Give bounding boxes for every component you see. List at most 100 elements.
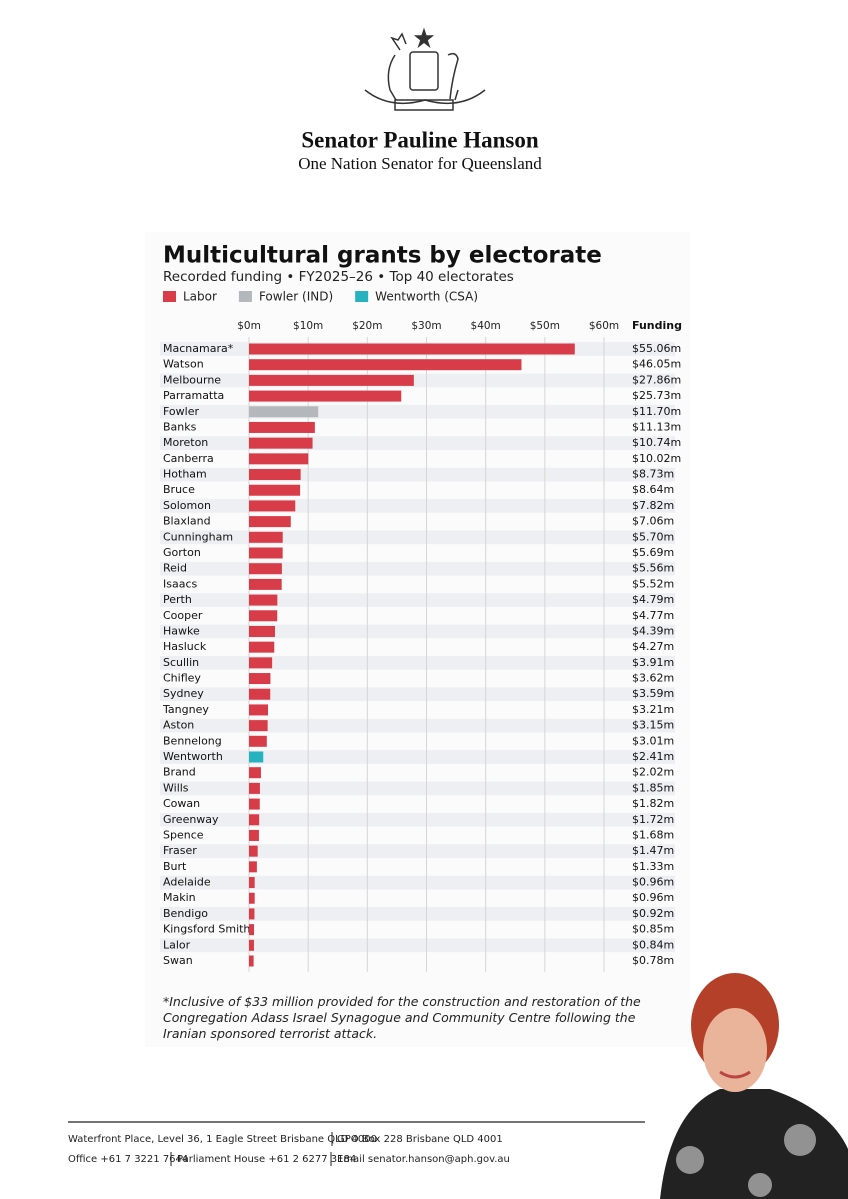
bar [249,610,278,622]
value-label: $4.79m [632,593,674,606]
category-label: Sydney [163,687,204,700]
row-stripe [160,844,675,858]
bar [249,359,522,371]
footer-address: Waterfront Place, Level 36, 1 Eagle Stre… [68,1134,377,1145]
row-stripe [160,373,675,388]
row-stripe [160,812,675,827]
bar [249,625,275,637]
value-label: $4.27m [632,640,674,653]
category-label: Melbourne [163,373,221,386]
smile [719,1070,751,1079]
bar [249,767,261,779]
bar [249,704,268,716]
value-label: $3.01m [632,734,674,747]
value-label: $2.41m [632,750,674,763]
legend-swatch [163,291,176,302]
crest [364,27,486,111]
bar [249,861,257,873]
value-label: $10.74m [632,436,681,449]
value-label: $0.85m [632,923,674,936]
category-label: Solomon [163,499,211,512]
bar [249,390,402,402]
bar [249,735,267,747]
emu [447,52,459,101]
value-label: $1.47m [632,844,674,857]
category-label: Kingsford Smith [163,923,250,936]
bar [249,908,255,920]
category-label: Hotham [163,468,207,481]
row-stripe [160,875,675,890]
bar [249,955,254,967]
category-label: Brand [163,766,196,779]
x-tick-label: $10m [293,320,323,332]
bar [249,343,575,355]
category-label: Cowan [163,797,200,810]
value-label: $27.86m [632,373,681,386]
bar [249,469,301,481]
value-label: $8.64m [632,483,674,496]
bar [249,500,296,512]
bar [249,374,414,386]
value-label: $55.06m [632,342,681,355]
bar [249,688,271,700]
bar [249,563,282,575]
row-stripe [160,781,675,796]
value-label: $1.33m [632,860,674,873]
bar [249,641,275,653]
category-label: Hasluck [163,640,207,653]
category-label: Scullin [163,656,199,669]
value-label: $46.05m [632,358,681,371]
bar [249,924,255,936]
bar [249,751,264,763]
row-stripe [160,530,675,545]
category-label: Cooper [163,609,203,622]
row-stripe [160,687,675,702]
legend-swatch [355,291,369,302]
shield [409,51,439,91]
legend-label: Wentworth (CSA) [375,290,478,304]
category-label: Fowler [163,405,199,418]
chart-note: *Inclusive of $33 million provided for t… [163,994,641,1041]
jacket [660,1089,848,1199]
footer-postal: GPO Box 228 Brisbane QLD 4001 [337,1134,503,1145]
category-label: Aston [163,719,194,732]
scroll [394,99,454,111]
row-stripe [160,907,675,921]
category-label: Parramatta [163,389,224,402]
category-label: Wentworth [163,750,223,763]
bar [249,437,313,449]
value-label: $11.70m [632,405,681,418]
footer-office: Office +61 7 3221 7644 [68,1154,188,1165]
value-label: $0.96m [632,891,674,904]
x-tick-label: $20m [352,320,382,332]
category-label: Greenway [163,813,219,826]
x-tick-label: $30m [411,320,441,332]
x-tick-label: $0m [237,320,261,332]
category-label: Gorton [163,546,201,559]
bar [249,877,255,889]
bar [249,814,260,826]
category-label: Spence [163,828,204,841]
value-label: $2.02m [632,766,674,779]
pattern [784,1124,816,1156]
value-label: $25.73m [632,389,681,402]
bar [249,673,271,685]
category-label: Banks [163,420,197,433]
row-stripe [160,750,675,764]
value-label: $0.92m [632,907,674,920]
value-label: $5.69m [632,546,674,559]
kangaroo [387,32,407,101]
category-label: Blaxland [163,515,211,528]
legend-label: Labor [183,290,217,304]
bar [249,547,283,559]
bar [249,892,255,904]
category-label: Lalor [163,938,191,951]
bar [249,484,301,496]
category-label: Hawke [163,624,200,637]
category-label: Makin [163,891,196,904]
category-label: Adelaide [163,876,211,889]
x-tick-label: $60m [589,320,619,332]
bar [249,578,282,590]
